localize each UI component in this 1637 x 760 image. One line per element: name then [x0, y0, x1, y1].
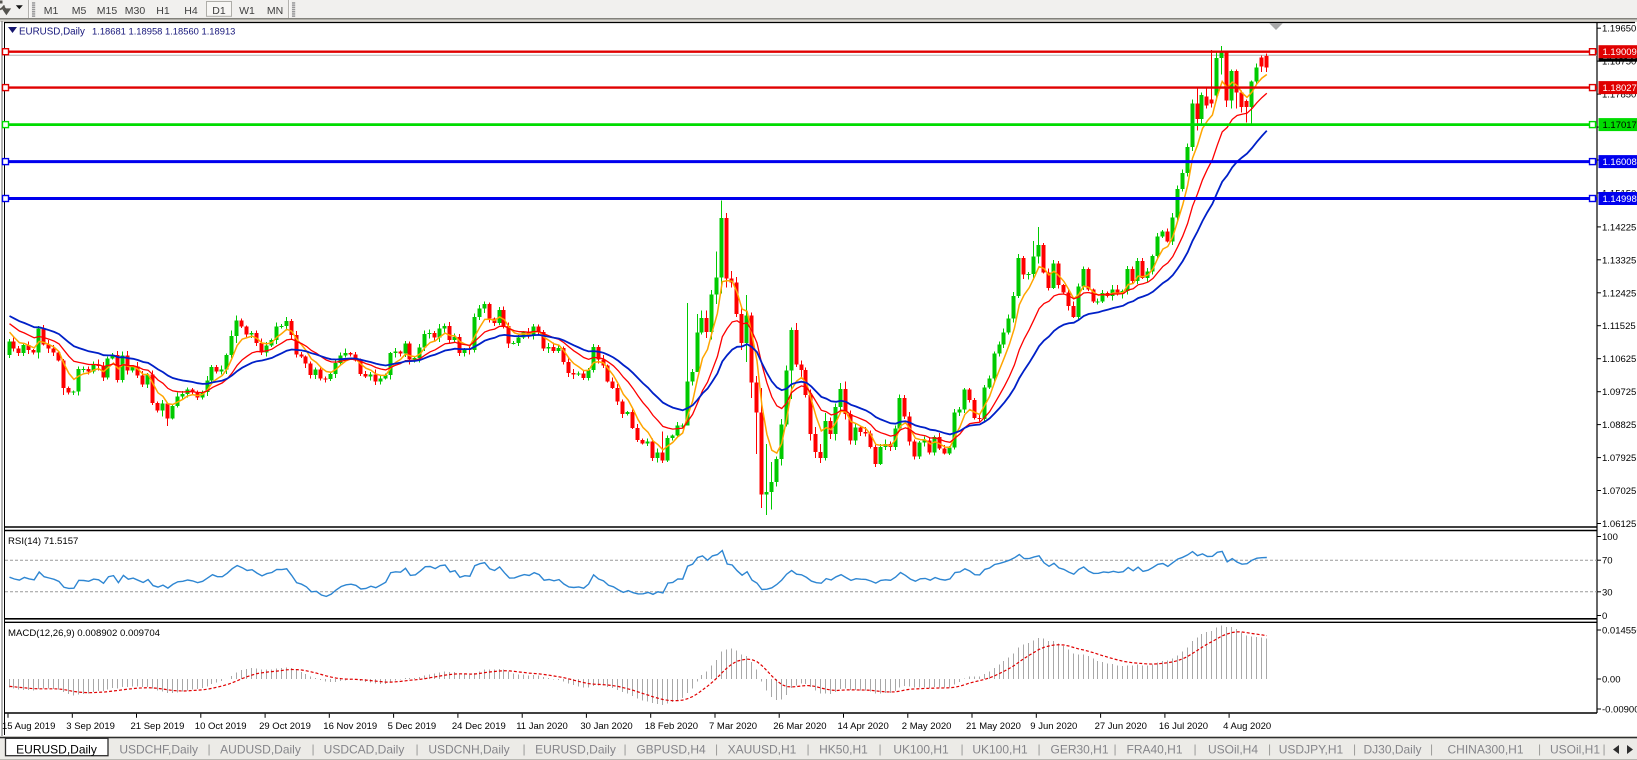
- svg-text:|: |: [623, 742, 626, 756]
- svg-text:1.16008: 1.16008: [1603, 157, 1637, 168]
- svg-text:RSI(14) 71.5157: RSI(14) 71.5157: [8, 536, 78, 547]
- svg-text:10 Oct 2019: 10 Oct 2019: [195, 721, 247, 732]
- svg-text:HK50,H1: HK50,H1: [819, 743, 868, 757]
- svg-text:1.18681 1.18958 1.18560 1.1891: 1.18681 1.18958 1.18560 1.18913: [92, 26, 235, 37]
- svg-text:30: 30: [1602, 587, 1613, 598]
- svg-text:M30: M30: [125, 5, 146, 17]
- svg-text:|: |: [878, 742, 881, 756]
- svg-text:5 Dec 2019: 5 Dec 2019: [388, 721, 437, 732]
- svg-text:FRA40,H1: FRA40,H1: [1126, 743, 1182, 757]
- svg-text:|: |: [715, 742, 718, 756]
- svg-text:18 Feb 2020: 18 Feb 2020: [645, 721, 698, 732]
- svg-text:|: |: [1037, 742, 1040, 756]
- svg-text:27 Jun 2020: 27 Jun 2020: [1095, 721, 1147, 732]
- svg-text:4 Aug 2020: 4 Aug 2020: [1223, 721, 1271, 732]
- svg-text:14 Apr 2020: 14 Apr 2020: [838, 721, 889, 732]
- svg-text:21 Sep 2019: 21 Sep 2019: [131, 721, 185, 732]
- svg-text:|: |: [1538, 742, 1541, 756]
- svg-text:1.07025: 1.07025: [1602, 486, 1636, 497]
- svg-text:|: |: [1353, 742, 1356, 756]
- svg-text:-0.00900: -0.00900: [1602, 705, 1637, 716]
- svg-text:29 Oct 2019: 29 Oct 2019: [259, 721, 311, 732]
- svg-text:21 May 2020: 21 May 2020: [966, 721, 1021, 732]
- svg-text:9 Jun 2020: 9 Jun 2020: [1030, 721, 1077, 732]
- svg-text:1.18027: 1.18027: [1603, 83, 1637, 94]
- svg-text:|: |: [1113, 742, 1116, 756]
- svg-text:EURUSD,Daily: EURUSD,Daily: [19, 27, 85, 38]
- svg-text:AUDUSD,Daily: AUDUSD,Daily: [220, 743, 301, 757]
- svg-text:USDCAD,Daily: USDCAD,Daily: [324, 743, 405, 757]
- svg-text:GER30,H1: GER30,H1: [1050, 743, 1108, 757]
- svg-text:|: |: [1602, 742, 1605, 756]
- svg-text:XAUUSD,H1: XAUUSD,H1: [728, 743, 797, 757]
- svg-text:100: 100: [1602, 532, 1618, 543]
- svg-text:|: |: [207, 742, 210, 756]
- svg-text:1.08825: 1.08825: [1602, 420, 1636, 431]
- svg-text:|: |: [960, 742, 963, 756]
- svg-text:GBPUSD,H4: GBPUSD,H4: [636, 743, 706, 757]
- svg-text:11 Jan 2020: 11 Jan 2020: [516, 721, 568, 732]
- svg-text:1.17017: 1.17017: [1603, 120, 1637, 131]
- svg-text:USOil,H4: USOil,H4: [1208, 743, 1258, 757]
- svg-text:1.11525: 1.11525: [1602, 321, 1636, 332]
- svg-text:USDCHF,Daily: USDCHF,Daily: [119, 743, 198, 757]
- svg-text:15 Aug 2019: 15 Aug 2019: [2, 721, 55, 732]
- svg-text:USDCNH,Daily: USDCNH,Daily: [428, 743, 509, 757]
- svg-text:H1: H1: [156, 5, 170, 17]
- svg-text:1.17850: 1.17850: [1602, 90, 1636, 101]
- svg-text:2 May 2020: 2 May 2020: [902, 721, 952, 732]
- svg-text:EURUSD,Daily: EURUSD,Daily: [535, 743, 616, 757]
- svg-text:|: |: [415, 742, 418, 756]
- svg-text:0.014556: 0.014556: [1602, 626, 1637, 637]
- svg-text:EURUSD,Daily: EURUSD,Daily: [16, 743, 97, 757]
- svg-text:D1: D1: [212, 5, 226, 17]
- svg-text:M5: M5: [72, 5, 87, 17]
- svg-text:1.14998: 1.14998: [1603, 194, 1637, 205]
- svg-text:1.19650: 1.19650: [1602, 24, 1636, 35]
- svg-text:|: |: [522, 742, 525, 756]
- svg-text:M1: M1: [44, 5, 59, 17]
- svg-text:|: |: [311, 742, 314, 756]
- svg-text:1.19009: 1.19009: [1603, 47, 1637, 58]
- svg-text:H4: H4: [184, 5, 198, 17]
- svg-text:|: |: [1430, 742, 1433, 756]
- svg-text:USOil,H1: USOil,H1: [1550, 743, 1600, 757]
- svg-text:1.06125: 1.06125: [1602, 519, 1636, 530]
- svg-text:70: 70: [1602, 556, 1613, 567]
- svg-text:30 Jan 2020: 30 Jan 2020: [580, 721, 632, 732]
- svg-text:|: |: [806, 742, 809, 756]
- svg-text:CHINA300,H1: CHINA300,H1: [1447, 743, 1523, 757]
- svg-text:UK100,H1: UK100,H1: [972, 743, 1028, 757]
- svg-text:M15: M15: [97, 5, 118, 17]
- svg-text:DJ30,Daily: DJ30,Daily: [1363, 743, 1421, 757]
- svg-text:MN: MN: [267, 5, 283, 17]
- svg-text:|: |: [1268, 742, 1271, 756]
- svg-text:MACD(12,26,9) 0.008902 0.00970: MACD(12,26,9) 0.008902 0.009704: [8, 628, 161, 639]
- svg-text:7 Mar 2020: 7 Mar 2020: [709, 721, 757, 732]
- svg-text:UK100,H1: UK100,H1: [893, 743, 949, 757]
- svg-text:1.07925: 1.07925: [1602, 453, 1636, 464]
- svg-text:24 Dec 2019: 24 Dec 2019: [452, 721, 506, 732]
- svg-text:1.12425: 1.12425: [1602, 288, 1636, 299]
- svg-text:W1: W1: [239, 5, 255, 17]
- svg-text:16 Jul 2020: 16 Jul 2020: [1159, 721, 1208, 732]
- svg-text:1.18750: 1.18750: [1602, 57, 1636, 68]
- svg-text:1.13325: 1.13325: [1602, 255, 1636, 266]
- svg-text:0.00: 0.00: [1602, 675, 1621, 686]
- svg-text:1.09725: 1.09725: [1602, 387, 1636, 398]
- svg-text:USDJPY,H1: USDJPY,H1: [1279, 743, 1344, 757]
- svg-text:0: 0: [1602, 611, 1607, 622]
- svg-text:3 Sep 2019: 3 Sep 2019: [66, 721, 115, 732]
- svg-text:16 Nov 2019: 16 Nov 2019: [323, 721, 377, 732]
- svg-text:1.14225: 1.14225: [1602, 222, 1636, 233]
- svg-text:1.10625: 1.10625: [1602, 354, 1636, 365]
- svg-text:26 Mar 2020: 26 Mar 2020: [773, 721, 826, 732]
- svg-text:|: |: [1193, 742, 1196, 756]
